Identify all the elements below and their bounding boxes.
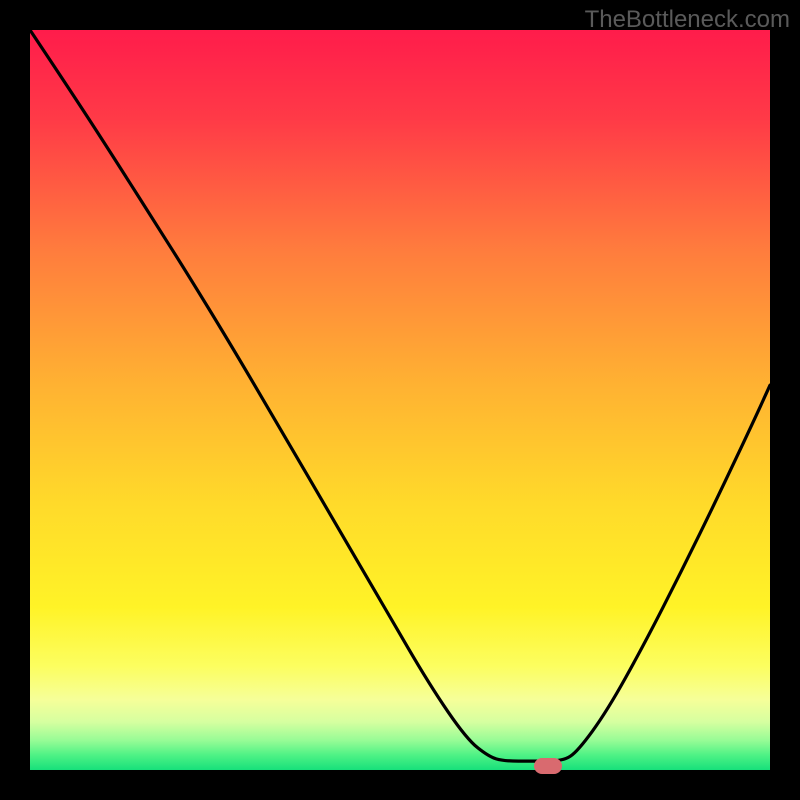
- plot-area: [30, 30, 770, 770]
- optimum-marker: [534, 758, 562, 774]
- attribution-text: TheBottleneck.com: [585, 6, 790, 34]
- background-gradient: [30, 30, 770, 770]
- chart-container: TheBottleneck.com: [0, 0, 800, 800]
